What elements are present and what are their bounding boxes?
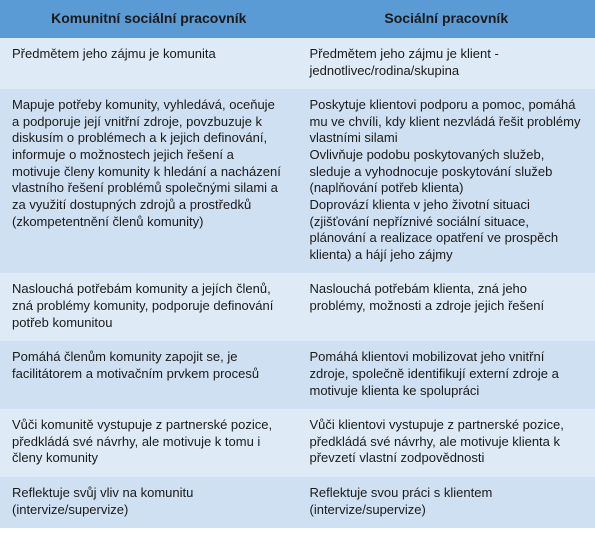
table-row: Předmětem jeho zájmu je komunitaPředměte… (0, 38, 595, 89)
cell-right: Poskytuje klientovi podporu a pomoc, pom… (298, 89, 595, 273)
header-left: Komunitní sociální pracovník (0, 0, 298, 38)
cell-left: Reflektuje svůj vliv na komunitu (interv… (0, 477, 298, 528)
cell-right: Reflektuje svou práci s klientem (interv… (298, 477, 595, 528)
table-header-row: Komunitní sociální pracovník Sociální pr… (0, 0, 595, 38)
table-row: Vůči komunitě vystupuje z partnerské poz… (0, 409, 595, 477)
cell-right: Pomáhá klientovi mobilizovat jeho vnitřn… (298, 341, 595, 409)
cell-right: Vůči klientovi vystupuje z partnerské po… (298, 409, 595, 477)
table-row: Naslouchá potřebám komunity a jejích čle… (0, 273, 595, 341)
cell-left: Pomáhá členům komunity zapojit se, je fa… (0, 341, 298, 409)
cell-right: Předmětem jeho zájmu je klient - jednotl… (298, 38, 595, 89)
cell-left: Mapuje potřeby komunity, vyhledává, oceň… (0, 89, 298, 273)
cell-left: Předmětem jeho zájmu je komunita (0, 38, 298, 89)
table-row: Pomáhá členům komunity zapojit se, je fa… (0, 341, 595, 409)
header-right: Sociální pracovník (298, 0, 595, 38)
cell-right: Naslouchá potřebám klienta, zná jeho pro… (298, 273, 595, 341)
comparison-table: Komunitní sociální pracovník Sociální pr… (0, 0, 595, 528)
table-row: Reflektuje svůj vliv na komunitu (interv… (0, 477, 595, 528)
cell-left: Naslouchá potřebám komunity a jejích čle… (0, 273, 298, 341)
cell-left: Vůči komunitě vystupuje z partnerské poz… (0, 409, 298, 477)
table-row: Mapuje potřeby komunity, vyhledává, oceň… (0, 89, 595, 273)
